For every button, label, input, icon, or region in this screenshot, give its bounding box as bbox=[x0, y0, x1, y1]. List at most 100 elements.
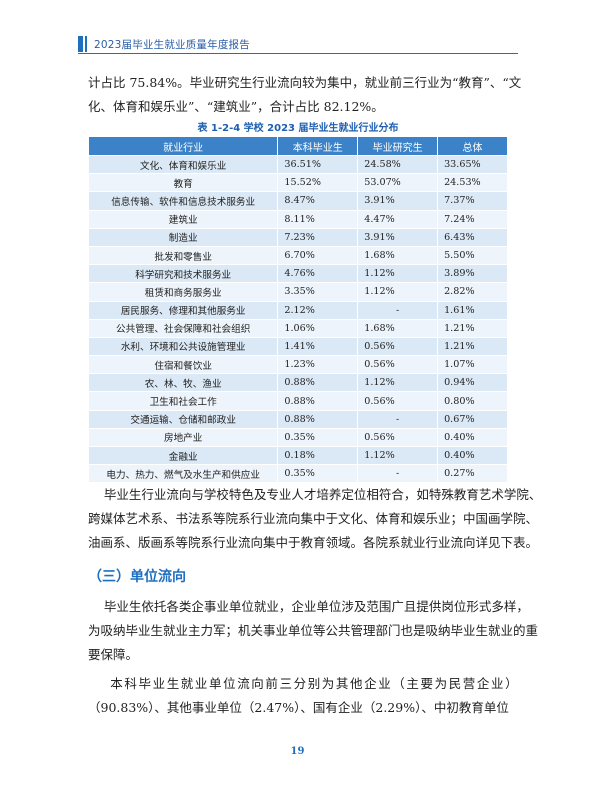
cell-total: 1.07% bbox=[437, 355, 508, 375]
table-row: 教育 15.52% 53.07% 24.53% bbox=[87, 173, 508, 193]
cell-grad: 0.56% bbox=[357, 336, 439, 357]
table-body: 文化、体育和娱乐业 36.51% 24.58% 33.65% 教育 15.52% 53.07… bbox=[87, 154, 508, 484]
cell-undergrad: 0.88% bbox=[277, 391, 359, 411]
column-header-grad: 毕业研究生 bbox=[357, 136, 439, 156]
table-row: 信息传输、软件和信息技术服务业 8.47% 3.91% 7.37% bbox=[87, 191, 508, 211]
analysis-line-3: 油画系、版画系等院系行业流向集中于教育领域。各院系就业行业流向详见下表。 bbox=[88, 535, 539, 550]
column-header-total: 总体 bbox=[437, 136, 508, 156]
cell-total: 24.53% bbox=[437, 173, 508, 193]
cell-undergrad: 1.23% bbox=[277, 355, 359, 375]
cell-total: 0.94% bbox=[437, 373, 508, 393]
cell-total: 33.65% bbox=[437, 154, 508, 175]
cell-total: 0.40% bbox=[437, 445, 508, 466]
cell-total: 2.82% bbox=[437, 282, 508, 302]
cell-undergrad: 2.12% bbox=[277, 300, 359, 320]
cell-undergrad: 4.76% bbox=[277, 264, 359, 284]
table-row: 文化、体育和娱乐业 36.51% 24.58% 33.65% bbox=[87, 154, 508, 175]
cell-industry: 金融业 bbox=[87, 445, 279, 466]
table-header-row: 就业行业 本科毕业生 毕业研究生 总体 bbox=[87, 136, 508, 156]
analysis-line-1: 毕业生行业流向与学校特色及专业人才培养定位相符合，如特殊教育艺术学院、 bbox=[88, 487, 542, 502]
cell-undergrad: 0.88% bbox=[277, 373, 359, 393]
cell-grad: 1.12% bbox=[357, 264, 439, 284]
cell-total: 0.40% bbox=[437, 427, 508, 448]
cell-grad: 0.56% bbox=[357, 391, 439, 411]
header-accent-bar bbox=[78, 36, 83, 52]
cell-grad: 1.68% bbox=[357, 245, 439, 266]
employer-line-2: 为吸纳毕业生就业主力军；机关事业单位等公共管理部门也是吸纳毕业生就业的重 bbox=[88, 623, 539, 638]
cell-total: 0.67% bbox=[437, 409, 508, 429]
cell-undergrad: 0.18% bbox=[277, 445, 359, 466]
intro-paragraph: 计占比 75.84%。毕业研究生行业流向较为集中，就业前三行业为“教育”、“文 … bbox=[88, 71, 522, 119]
cell-industry: 科学研究和技术服务业 bbox=[87, 264, 279, 284]
cell-grad: 0.56% bbox=[357, 355, 439, 375]
table-row: 建筑业 8.11% 4.47% 7.24% bbox=[87, 209, 508, 229]
cell-industry: 信息传输、软件和信息技术服务业 bbox=[87, 191, 279, 211]
cell-undergrad: 3.35% bbox=[277, 282, 359, 302]
cell-total: 0.27% bbox=[437, 464, 508, 484]
cell-grad: 53.07% bbox=[357, 173, 439, 193]
header-title: 2023届毕业生就业质量年度报告 bbox=[94, 39, 250, 51]
cell-industry: 居民服务、修理和其他服务业 bbox=[87, 300, 279, 320]
cell-grad: 24.58% bbox=[357, 154, 439, 175]
header-accent-bar-thin bbox=[85, 36, 87, 52]
undergrad-line-2: （90.83%）、其他事业单位（2.47%）、国有企业（2.29%）、中初教育单… bbox=[88, 700, 509, 715]
employer-line-3: 要保障。 bbox=[88, 647, 139, 662]
table-row: 水利、环境和公共设施管理业 1.41% 0.56% 1.21% bbox=[87, 336, 508, 357]
employer-line-1: 毕业生依托各类企事业单位就业，企业单位涉及范围广且提供岗位形式多样， bbox=[88, 599, 529, 614]
table-row: 住宿和餐饮业 1.23% 0.56% 1.07% bbox=[87, 355, 508, 375]
column-header-undergrad: 本科毕业生 bbox=[277, 136, 359, 156]
cell-undergrad: 15.52% bbox=[277, 173, 359, 193]
cell-total: 7.37% bbox=[437, 191, 508, 211]
cell-grad: - bbox=[357, 409, 439, 429]
cell-undergrad: 0.35% bbox=[277, 464, 359, 484]
industry-distribution-table: 就业行业 本科毕业生 毕业研究生 总体 文化、体育和娱乐业 36.51% 24.58… bbox=[87, 136, 508, 484]
table-row: 居民服务、修理和其他服务业 2.12% -1.61% bbox=[87, 300, 508, 320]
cell-total: 5.50% bbox=[437, 245, 508, 266]
undergrad-employer-paragraph: 本科毕业生就业单位流向前三分别为其他企业（主要为民营企业） （90.83%）、其… bbox=[88, 672, 520, 720]
cell-industry: 交通运输、仓储和邮政业 bbox=[87, 409, 279, 429]
cell-industry: 公共管理、社会保障和社会组织 bbox=[87, 318, 279, 338]
undergrad-line-1: 本科毕业生就业单位流向前三分别为其他企业（主要为民营企业） bbox=[88, 676, 520, 691]
cell-grad: 3.91% bbox=[357, 227, 439, 247]
cell-industry: 教育 bbox=[87, 173, 279, 193]
page-header: 2023届毕业生就业质量年度报告 bbox=[78, 36, 518, 56]
cell-undergrad: 1.06% bbox=[277, 318, 359, 338]
table-row: 交通运输、仓储和邮政业 0.88% -0.67% bbox=[87, 409, 508, 429]
cell-grad: 3.91% bbox=[357, 191, 439, 211]
cell-undergrad: 7.23% bbox=[277, 227, 359, 247]
cell-industry: 建筑业 bbox=[87, 209, 279, 229]
cell-undergrad: 8.11% bbox=[277, 209, 359, 229]
cell-total: 1.61% bbox=[437, 300, 508, 320]
cell-undergrad: 36.51% bbox=[277, 154, 359, 175]
table-row: 租赁和商务服务业 3.35% 1.12% 2.82% bbox=[87, 282, 508, 302]
analysis-line-2: 跨媒体艺术系、书法系等院系行业流向集中于文化、体育和娱乐业；中国画学院、 bbox=[88, 511, 539, 526]
cell-industry: 电力、热力、燃气及水生产和供应业 bbox=[87, 464, 279, 484]
table-row: 房地产业 0.35% 0.56% 0.40% bbox=[87, 427, 508, 448]
cell-undergrad: 0.35% bbox=[277, 427, 359, 448]
cell-industry: 制造业 bbox=[87, 227, 279, 247]
cell-undergrad: 6.70% bbox=[277, 245, 359, 266]
intro-line-1: 计占比 75.84%。毕业研究生行业流向较为集中，就业前三行业为“教育”、“文 bbox=[88, 75, 522, 90]
cell-industry: 农、林、牧、渔业 bbox=[87, 373, 279, 393]
cell-total: 1.21% bbox=[437, 318, 508, 338]
cell-grad: - bbox=[357, 464, 439, 484]
cell-undergrad: 8.47% bbox=[277, 191, 359, 211]
table-row: 批发和零售业 6.70% 1.68% 5.50% bbox=[87, 245, 508, 266]
cell-undergrad: 0.88% bbox=[277, 409, 359, 429]
table-row: 卫生和社会工作 0.88% 0.56% 0.80% bbox=[87, 391, 508, 411]
cell-grad: 1.68% bbox=[357, 318, 439, 338]
cell-grad: 4.47% bbox=[357, 209, 439, 229]
table-row: 公共管理、社会保障和社会组织 1.06% 1.68% 1.21% bbox=[87, 318, 508, 338]
cell-total: 3.89% bbox=[437, 264, 508, 284]
cell-total: 0.80% bbox=[437, 391, 508, 411]
section-heading: （三）单位流向 bbox=[88, 569, 186, 585]
cell-grad: 0.56% bbox=[357, 427, 439, 448]
table-row: 金融业 0.18% 1.12% 0.40% bbox=[87, 445, 508, 466]
cell-industry: 批发和零售业 bbox=[87, 245, 279, 266]
table-row: 科学研究和技术服务业 4.76% 1.12% 3.89% bbox=[87, 264, 508, 284]
employer-flow-paragraph: 毕业生依托各类企事业单位就业，企业单位涉及范围广且提供岗位形式多样， 为吸纳毕业… bbox=[88, 595, 539, 667]
table-row: 电力、热力、燃气及水生产和供应业 0.35% -0.27% bbox=[87, 464, 508, 484]
table-row: 制造业 7.23% 3.91% 6.43% bbox=[87, 227, 508, 247]
cell-industry: 文化、体育和娱乐业 bbox=[87, 154, 279, 175]
cell-industry: 卫生和社会工作 bbox=[87, 391, 279, 411]
